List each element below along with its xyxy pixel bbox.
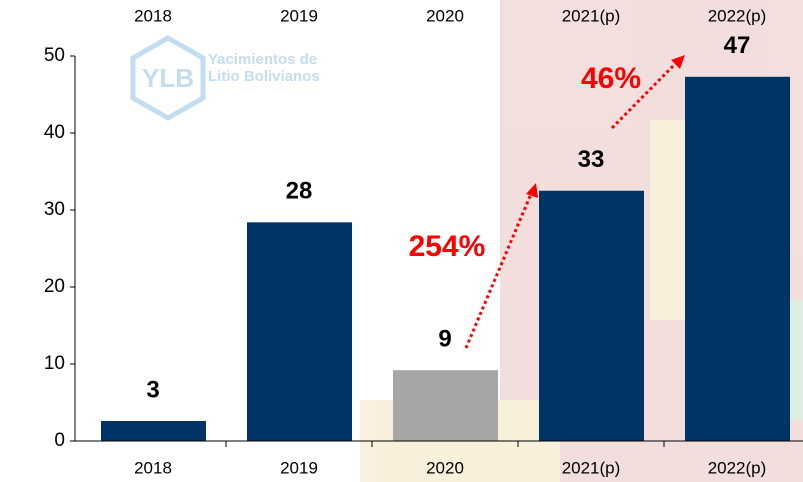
x-tick-label: 2020 (426, 458, 464, 477)
top-category-label: 2021(p) (562, 6, 621, 25)
logo: YLB Yacimientos de Litio Bolivianos (133, 38, 320, 118)
bar (539, 191, 644, 441)
y-tick-label: 10 (44, 353, 65, 374)
value-label: 47 (724, 32, 751, 59)
bar (101, 421, 206, 441)
value-label: 33 (578, 146, 605, 173)
value-label: 3 (146, 376, 159, 403)
bar (393, 370, 498, 441)
top-category-label: 2019 (280, 6, 318, 25)
logo-mark: YLB (142, 63, 194, 93)
x-tick-label: 2019 (280, 458, 318, 477)
y-tick-label: 20 (44, 276, 65, 297)
top-category-label: 2018 (134, 6, 172, 25)
logo-text: Yacimientos de (208, 51, 317, 68)
value-label: 28 (286, 178, 313, 205)
annotation: 46% (581, 62, 641, 95)
bar (247, 222, 352, 441)
y-tick-label: 30 (44, 199, 65, 220)
x-tick-label: 2022(p) (708, 458, 767, 477)
x-tick-label: 2018 (134, 458, 172, 477)
y-tick-label: 0 (54, 430, 65, 451)
bar (685, 77, 790, 441)
y-tick-label: 50 (44, 45, 65, 66)
y-tick-label: 40 (44, 122, 65, 143)
top-category-label: 2020 (426, 6, 464, 25)
top-category-label: 2022(p) (708, 6, 767, 25)
x-tick-label: 2021(p) (562, 458, 621, 477)
chart: YLB Yacimientos de Litio Bolivianos 254%… (0, 0, 803, 482)
value-label: 9 (438, 326, 451, 353)
logo-text: Litio Bolivianos (208, 68, 320, 85)
annotation: 254% (409, 230, 486, 263)
